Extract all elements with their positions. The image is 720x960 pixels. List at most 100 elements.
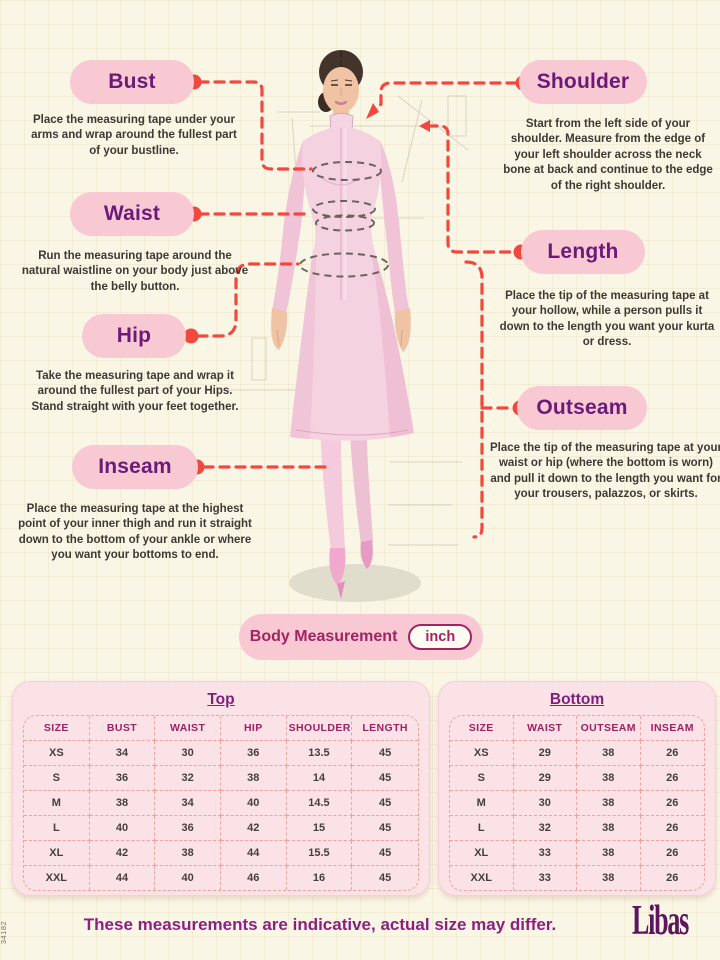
table-cell: 26 (640, 766, 704, 791)
measurement-ellipse-bust (312, 161, 382, 181)
table-row: S 29 38 26 (450, 766, 704, 791)
callout-pill-bust: Bust (70, 60, 194, 104)
brand-logo: Libas (632, 898, 689, 944)
table-cell: XS (24, 741, 90, 766)
table-cell: 14.5 (286, 791, 353, 816)
fashion-figure (271, 50, 414, 599)
table-cell: M (450, 791, 514, 816)
table-row: M 30 38 26 (450, 791, 704, 816)
callout-desc-shoulder: Start from the left side of your shoulde… (503, 118, 713, 192)
table-cell: 34 (155, 791, 221, 816)
table-cell: 32 (513, 816, 577, 841)
footer-disclaimer: These measurements are indicative, actua… (83, 915, 557, 934)
table-row: S 36 32 38 14 45 (24, 766, 418, 791)
column-header: HIP (220, 716, 287, 741)
top-size-card: Top SIZE BUST WAIST HIP SHOULDER LENGTH XS 34 30… (12, 681, 430, 896)
table-row: L 40 36 42 15 45 (24, 816, 418, 841)
callout-label-length: Length (547, 240, 619, 263)
body-measurement-badge: Body Measurement inch (239, 614, 483, 660)
table-row: XS 29 38 26 (450, 741, 704, 766)
column-header: INSEAM (640, 716, 704, 741)
table-cell: 40 (155, 866, 221, 890)
callout-desc-waist: Run the measuring tape around the natura… (21, 250, 249, 293)
table-cell: S (24, 766, 90, 791)
connector-line-shoulder (371, 81, 518, 115)
table-cell: 30 (513, 791, 577, 816)
table-cell: 38 (577, 791, 641, 816)
table-cell: 45 (352, 741, 418, 766)
connector-line-length (426, 124, 516, 254)
table-cell: 45 (379, 872, 392, 884)
table-header-row: SIZE WAIST OUTSEAM INSEAM (450, 716, 704, 741)
table-cell: XL (450, 841, 514, 866)
table-cell: 44 (90, 866, 156, 890)
column-header: WAIST (513, 716, 577, 741)
table-row: XS 34 30 36 13.5 45 (24, 741, 418, 766)
table-header-row: SIZE BUST WAIST HIP SHOULDER LENGTH (24, 716, 418, 741)
table-cell: 38 (577, 841, 641, 866)
table-cell: 33 (514, 866, 577, 890)
table-cell: 26 (640, 741, 704, 766)
callout-desc-outseam: Place the tip of the measuring tape at y… (490, 442, 720, 501)
table-cell: 44 (220, 841, 287, 866)
column-header: OUTSEAM (577, 716, 641, 741)
table-cell: 15 (286, 816, 353, 841)
column-header: SIZE (24, 716, 90, 741)
table-cell: 45 (352, 816, 418, 841)
table-cell: 13.5 (286, 741, 353, 766)
table-cell: 45 (352, 841, 418, 866)
table-cell: 29 (513, 741, 577, 766)
table-row: XXL 33 38 26 (450, 866, 704, 890)
table-cell: 26 (640, 841, 704, 866)
column-header: WAIST (155, 716, 221, 741)
callout-desc-hip: Take the measuring tape and wrap it arou… (31, 370, 239, 413)
size-table: SIZE WAIST OUTSEAM INSEAM XS 29 38 26 S 29 38 26 M 30… (450, 716, 704, 890)
callout-desc-length: Place the tip of the measuring tape at y… (499, 290, 715, 349)
callout-pill-outseam: Outseam (517, 386, 647, 430)
table-cell: 36 (89, 766, 156, 791)
connector-line-hip (196, 262, 300, 338)
top-size-table-wrapper: SIZE BUST WAIST HIP SHOULDER LENGTH XS 34 30 36 13… (23, 715, 419, 891)
table-cell: 42 (220, 816, 287, 841)
table-cell: 38 (89, 791, 156, 816)
table-cell: 34 (89, 741, 156, 766)
table-row: M 38 34 40 14.5 45 (24, 791, 418, 816)
callout-label-hip: Hip (116, 324, 152, 347)
column-header: LENGTH (352, 716, 418, 741)
connector-lines (196, 80, 518, 539)
measurement-ellipse-hip (299, 252, 389, 278)
measurement-ellipse-waist-upper (312, 200, 376, 218)
table-cell: 29 (513, 766, 577, 791)
table-cell: 26 (640, 791, 704, 816)
callout-label-bust: Bust (108, 70, 156, 93)
bottom-table-title: Bottom (549, 691, 605, 708)
table-cell: 38 (577, 741, 641, 766)
table-cell: XXL (24, 866, 90, 890)
table-cell: 38 (577, 766, 641, 791)
callout-pill-inseam: Inseam (72, 445, 198, 489)
table-cell: M (24, 791, 90, 816)
callout-pill-hip: Hip (82, 314, 186, 358)
column-header: SHOULDER (286, 716, 353, 741)
callout-label-shoulder: Shoulder (536, 70, 630, 93)
side-code: 34182 (0, 920, 9, 945)
callout-pill-waist: Waist (70, 192, 194, 236)
table-cell: 33 (513, 841, 577, 866)
callout-label-waist: Waist (103, 202, 161, 225)
table-cell: 32 (155, 766, 221, 791)
unit-chip: inch (408, 624, 473, 650)
table-cell: 30 (155, 741, 221, 766)
table-row: XL 33 38 26 (450, 841, 704, 866)
column-header: SIZE (450, 716, 514, 741)
table-cell: 40 (220, 791, 287, 816)
table-cell: 36 (155, 816, 221, 841)
callout-label-outseam: Outseam (536, 396, 628, 419)
callout-label-inseam: Inseam (98, 455, 172, 478)
table-cell: 16 (287, 866, 353, 890)
column-header: BUST (89, 716, 156, 741)
callout-desc-inseam: Place the measuring tape at the highest … (18, 503, 252, 562)
callout-pill-length: Length (521, 230, 645, 274)
measurement-ellipse-waist-lower (315, 214, 375, 232)
